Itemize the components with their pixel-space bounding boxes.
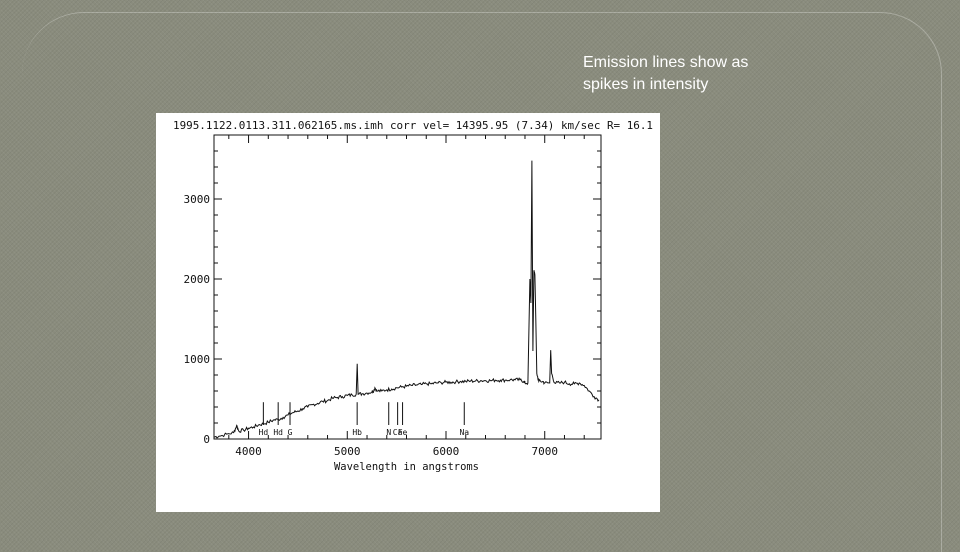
line-marker-label: Hb bbox=[352, 428, 362, 437]
line-marker-label: Na bbox=[459, 428, 469, 437]
line-marker-label: N bbox=[386, 428, 391, 437]
line-marker-label: Fe bbox=[398, 428, 408, 437]
chart-title: 1995.1122.0113.311.062165.ms.imh corr ve… bbox=[173, 119, 653, 132]
y-tick-label: 3000 bbox=[184, 193, 211, 206]
line-marker-label: Hd bbox=[259, 428, 269, 437]
caption-line-2: spikes in intensity bbox=[583, 76, 709, 93]
spectrum-figure: 1995.1122.0113.311.062165.ms.imh corr ve… bbox=[156, 113, 660, 512]
x-axis-label: Wavelength in angstroms bbox=[334, 460, 479, 473]
spectrum-line bbox=[213, 160, 600, 439]
plot-frame bbox=[213, 134, 602, 440]
x-tick-label: 6000 bbox=[433, 445, 460, 458]
y-tick-label: 0 bbox=[203, 433, 210, 446]
slide-frame bbox=[22, 12, 942, 552]
y-tick-label: 2000 bbox=[184, 273, 211, 286]
axis-tick-labels: 4000 5000 6000 7000 0 1000 2000 3000 bbox=[184, 193, 558, 458]
x-tick-label: 7000 bbox=[531, 445, 558, 458]
spectrum-chart: 1995.1122.0113.311.062165.ms.imh corr ve… bbox=[173, 119, 653, 473]
x-tick-label: 5000 bbox=[334, 445, 361, 458]
slide-caption: Emission lines show as spikes in intensi… bbox=[583, 52, 813, 96]
y-tick-label: 1000 bbox=[184, 353, 211, 366]
line-marker-label: G bbox=[288, 428, 293, 437]
line-marker-label: Ca bbox=[393, 428, 403, 437]
axis-ticks bbox=[214, 134, 601, 440]
caption-line-1: Emission lines show as bbox=[583, 54, 749, 71]
line-marker-label: Hd bbox=[273, 428, 283, 437]
x-tick-label: 4000 bbox=[235, 445, 262, 458]
